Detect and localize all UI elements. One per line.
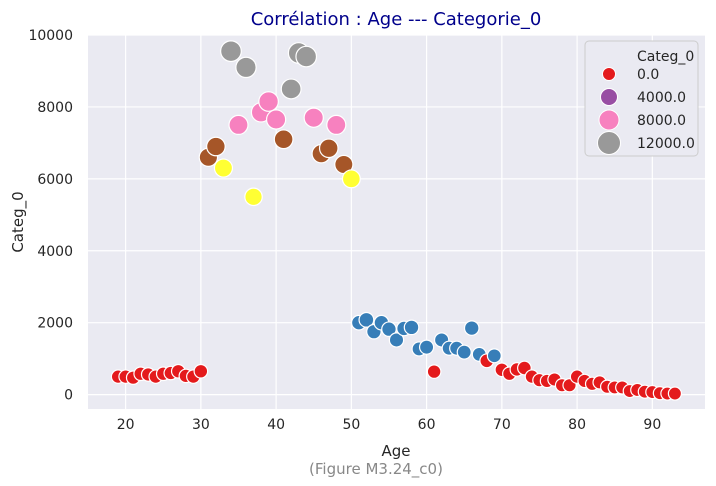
data-point <box>388 332 405 348</box>
data-point <box>235 56 257 79</box>
y-tick-label: 2000 <box>37 316 73 332</box>
data-point <box>244 187 263 207</box>
data-point <box>303 107 324 128</box>
data-point <box>341 169 361 189</box>
data-point <box>206 136 226 157</box>
x-tick-label: 60 <box>418 417 436 433</box>
data-point <box>273 129 294 150</box>
y-tick-label: 6000 <box>37 172 73 188</box>
data-points <box>110 40 683 401</box>
data-point <box>213 158 234 178</box>
data-point <box>280 78 302 100</box>
data-point <box>358 311 375 328</box>
legend-marker <box>600 88 618 106</box>
x-tick-label: 80 <box>568 417 586 433</box>
figure-caption: (Figure M3.24_c0) <box>309 460 443 479</box>
data-point <box>403 319 420 336</box>
data-point <box>326 114 347 136</box>
data-point <box>456 344 472 360</box>
legend-label: 8000.0 <box>637 113 686 129</box>
x-tick-label: 70 <box>493 417 511 433</box>
y-axis-label: Categ_0 <box>9 191 28 252</box>
data-point <box>193 363 209 379</box>
y-tick-label: 0 <box>64 388 73 404</box>
data-point <box>418 339 435 355</box>
data-point <box>463 320 480 336</box>
data-point <box>220 40 242 63</box>
y-tick-label: 4000 <box>37 244 73 260</box>
data-point <box>667 386 683 401</box>
x-axis-label: Age <box>381 442 410 460</box>
chart-title: Corrélation : Age --- Categorie_0 <box>251 9 542 30</box>
data-point <box>486 348 502 364</box>
y-tick-label: 8000 <box>37 100 73 116</box>
x-tick-label: 50 <box>342 417 360 433</box>
data-point <box>228 114 249 136</box>
data-point <box>295 45 318 68</box>
data-point <box>265 109 287 130</box>
legend-marker <box>597 131 621 155</box>
x-tick-label: 30 <box>192 417 210 433</box>
data-point <box>258 91 279 112</box>
data-point <box>381 321 397 337</box>
y-tick-label: 10000 <box>28 28 73 44</box>
data-point <box>426 364 442 379</box>
x-tick-label: 20 <box>117 417 135 433</box>
legend-marker <box>598 109 620 131</box>
legend: Categ_0 0.0 4000.0 8000.0 12000.0 <box>584 40 699 157</box>
x-tick-label: 40 <box>267 417 285 433</box>
legend-label: 0.0 <box>637 67 659 83</box>
x-tick-label: 90 <box>643 417 661 433</box>
legend-label: 4000.0 <box>637 90 686 106</box>
tick-labels: 20 30 40 50 60 70 80 90 0 2000 4000 6000 8000 10000 <box>28 28 661 433</box>
legend-label: 12000.0 <box>637 136 695 152</box>
legend-title: Categ_0 <box>637 49 694 65</box>
data-point <box>318 138 339 159</box>
legend-marker <box>602 67 616 81</box>
